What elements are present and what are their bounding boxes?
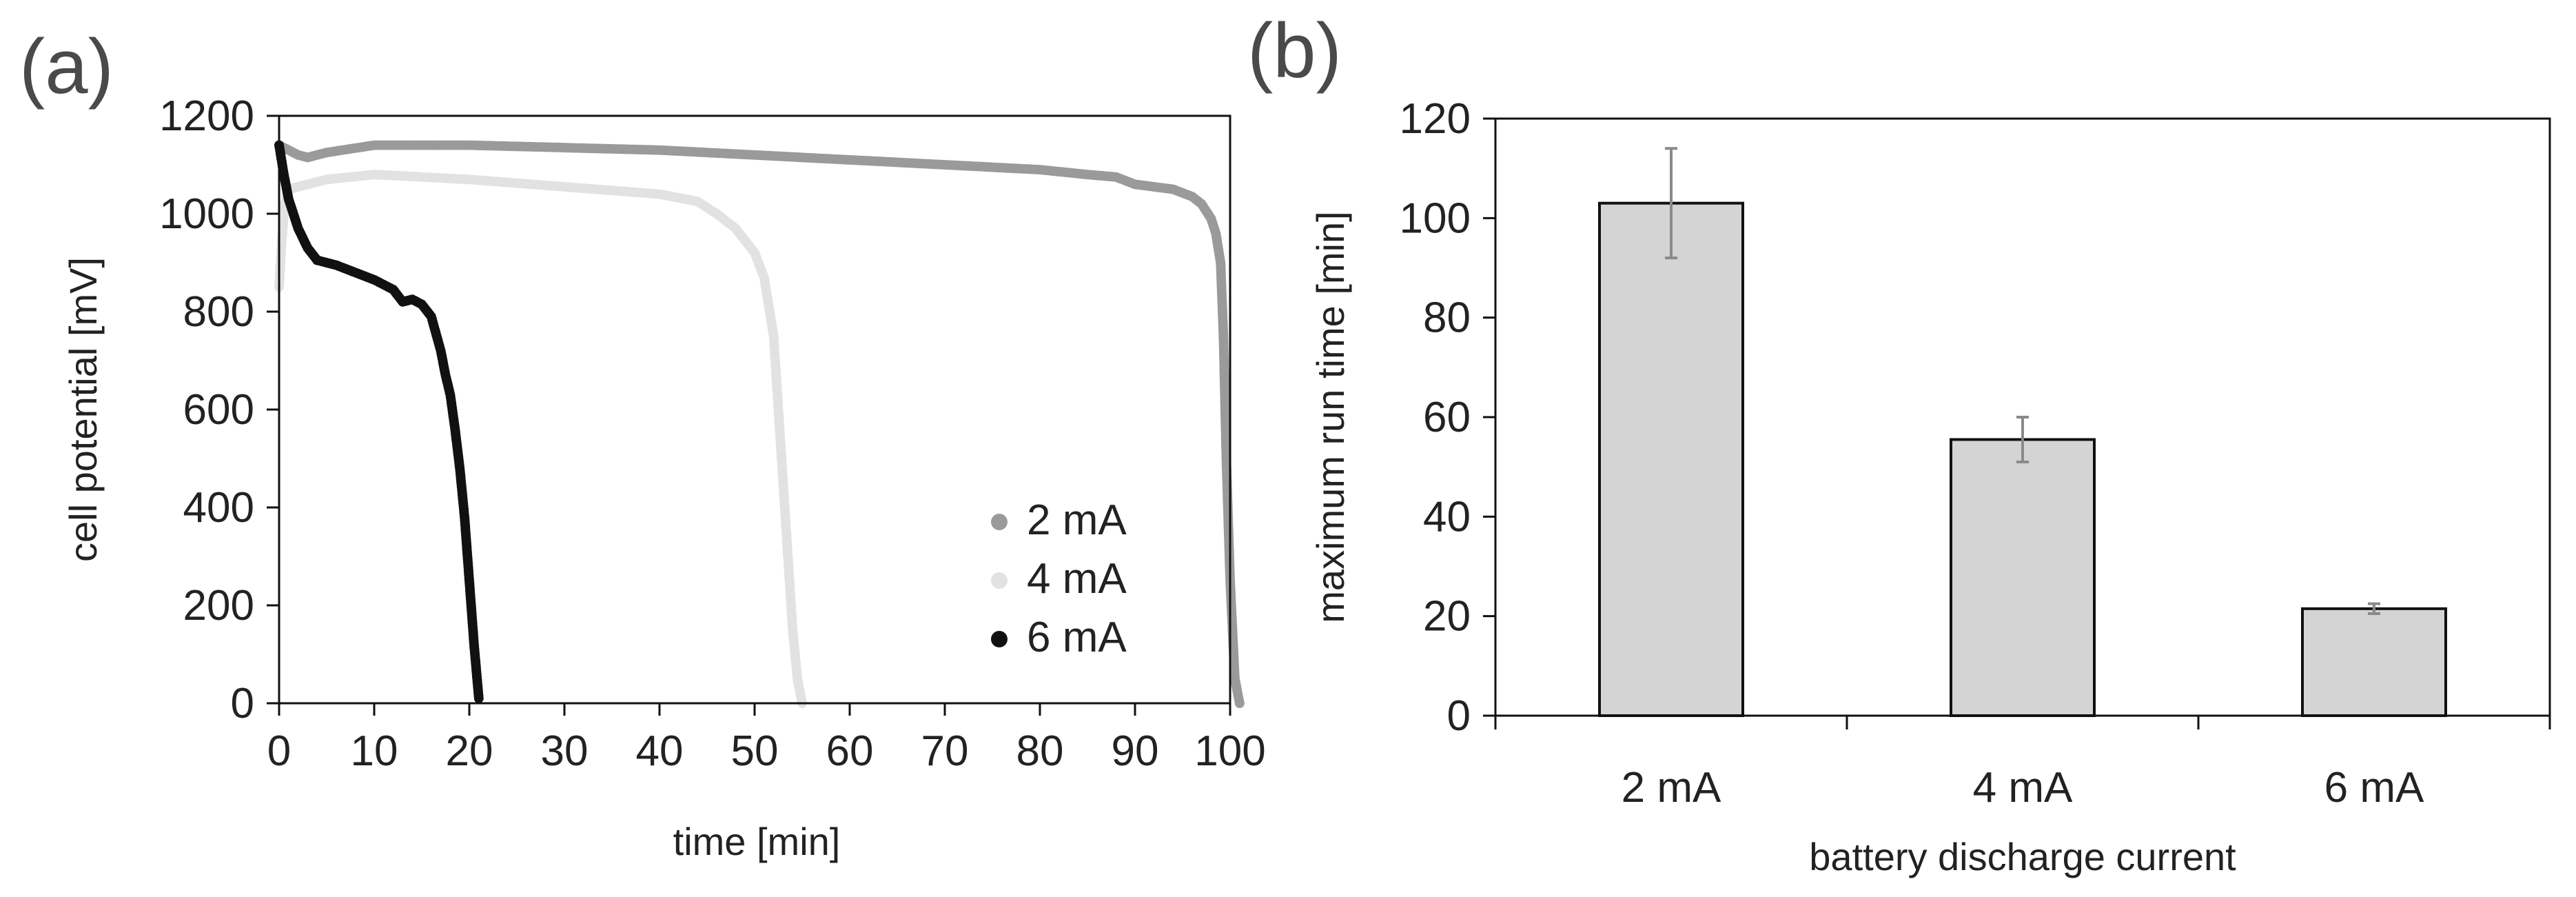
- panel-b-label: (b): [1247, 8, 1342, 94]
- data-point: [473, 693, 484, 703]
- y-tick-label: 1200: [159, 92, 254, 140]
- x-tick-label: 100: [1194, 727, 1265, 775]
- y-tick-label: 1000: [159, 190, 254, 238]
- data-point: [1234, 698, 1245, 708]
- legend-label: 4 mA: [1027, 555, 1127, 603]
- legend-marker: [991, 572, 1008, 589]
- y-tick-label: 20: [1423, 593, 1471, 641]
- bar: [2301, 607, 2447, 718]
- panel-a-line-chart: (a) 0 10 20 30 40 50 60 70 80 90 10002004006008001…: [19, 23, 1266, 863]
- panel-b-ticks: 0 20 40 60 80 100 120 2 mA 4 mA 6 mA: [1400, 95, 2551, 812]
- panel-a-label: (a): [19, 23, 114, 110]
- legend-label: 6 mA: [1027, 614, 1127, 661]
- panel-b-x-axis-title: battery discharge current: [1809, 835, 2236, 878]
- y-tick-label: 200: [183, 582, 254, 629]
- panel-b-bar-chart: (b) 0 20 40 60 80 100 120 2 mA 4 mA 6 mA battery …: [1247, 8, 2551, 878]
- y-tick-label: 400: [183, 484, 254, 532]
- x-tick-label: 10: [351, 727, 398, 775]
- panel-a-x-axis-title: time [min]: [673, 820, 841, 863]
- y-tick-label: 0: [1447, 692, 1471, 740]
- panel-a-y-axis-title: cell potential [mV]: [61, 257, 105, 562]
- x-tick-label: 90: [1112, 727, 1159, 775]
- y-tick-label: 80: [1423, 294, 1471, 342]
- x-tick-label: 50: [731, 727, 779, 775]
- x-tick-label: 80: [1016, 727, 1064, 775]
- bar: [1950, 438, 2096, 717]
- x-tick-label: 60: [826, 727, 874, 775]
- panel-a-ticks: 0 10 20 30 40 50 60 70 80 90 100020040060080010001…: [159, 92, 1266, 775]
- legend-label: 2 mA: [1027, 496, 1127, 544]
- series-2: [274, 140, 484, 703]
- x-tick-label: 30: [541, 727, 589, 775]
- y-tick-label: 100: [1400, 194, 1471, 242]
- x-tick-label: 0: [267, 727, 291, 775]
- x-category-label: 4 mA: [1973, 764, 2073, 812]
- x-tick-label: 40: [636, 727, 684, 775]
- legend-marker: [991, 631, 1008, 647]
- series-0: [274, 140, 1245, 708]
- panel-b-y-axis-title: maximum run time [min]: [1309, 211, 1352, 623]
- legend-marker: [991, 514, 1008, 530]
- panel-b-bars: [1598, 147, 2447, 718]
- y-tick-label: 40: [1423, 493, 1471, 541]
- x-category-label: 6 mA: [2324, 764, 2424, 812]
- x-category-label: 2 mA: [1622, 764, 1721, 812]
- y-tick-label: 0: [231, 680, 254, 727]
- series-1: [274, 170, 807, 708]
- error-bar: [2368, 602, 2380, 616]
- error-bar: [1665, 147, 1677, 260]
- panel-a-legend: 2 mA 4 mA 6 mA: [991, 496, 1127, 661]
- x-tick-label: 70: [921, 727, 969, 775]
- error-bar: [2016, 416, 2029, 463]
- y-tick-label: 60: [1423, 394, 1471, 441]
- y-tick-label: 120: [1400, 95, 1471, 143]
- y-tick-label: 800: [183, 288, 254, 336]
- panel-a-data-series: [274, 140, 1245, 708]
- x-tick-label: 20: [446, 727, 493, 775]
- y-tick-label: 600: [183, 386, 254, 434]
- bar: [1598, 201, 1744, 717]
